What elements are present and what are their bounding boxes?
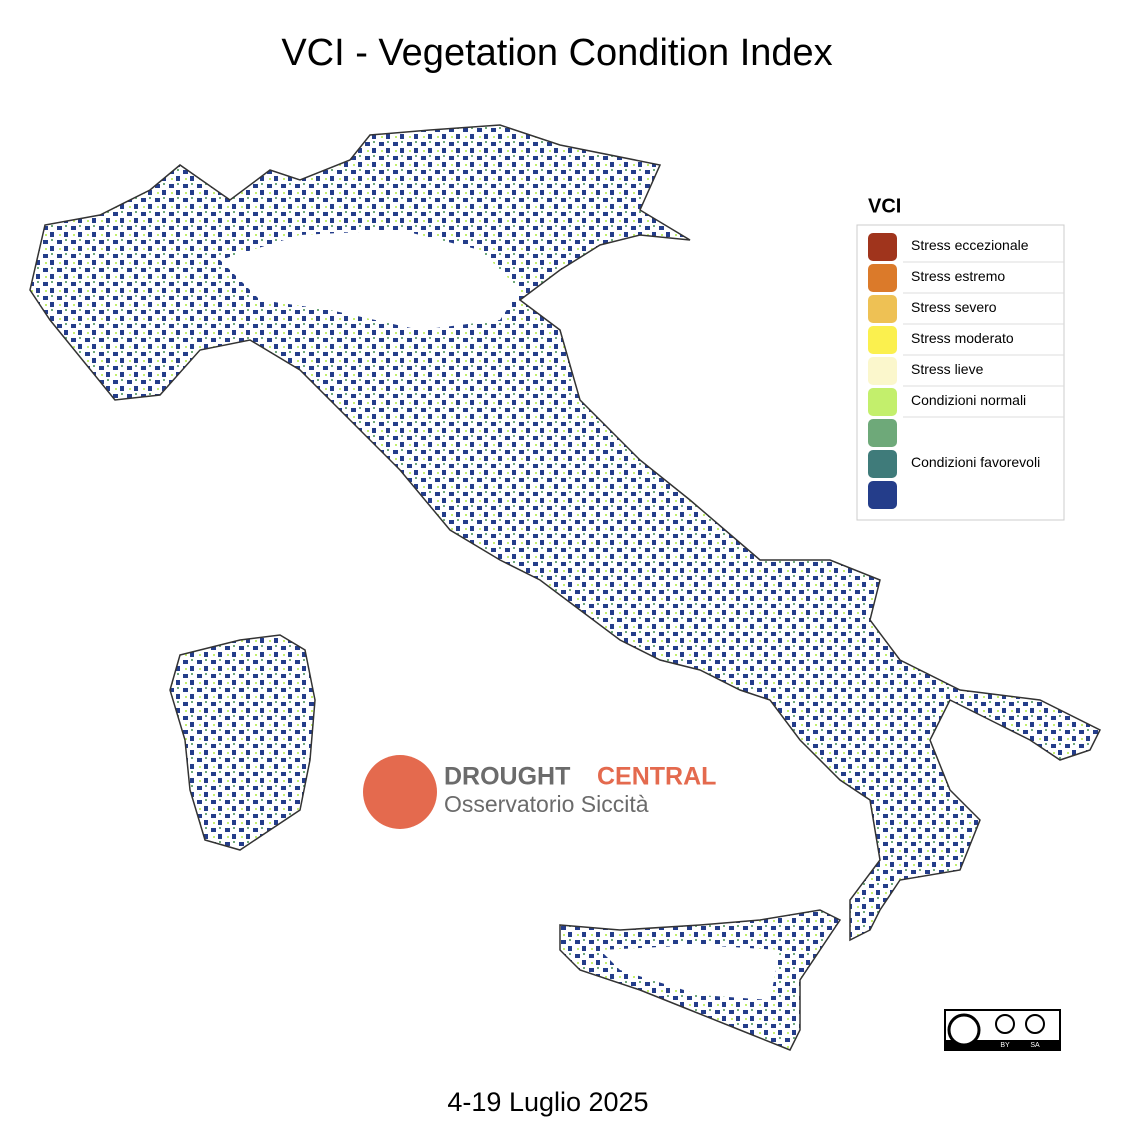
legend-label: Stress estremo xyxy=(911,268,1005,284)
date: 4-19 Luglio 2025 xyxy=(447,1087,648,1117)
legend-swatch xyxy=(868,388,897,416)
po-valley xyxy=(220,230,520,330)
legend-label: Stress lieve xyxy=(911,361,984,377)
mainland xyxy=(29,124,1102,942)
logo: DROUGHT CENTRAL Osservatorio Siccità xyxy=(363,755,716,829)
legend-swatch xyxy=(868,481,897,509)
logo-word2: CENTRAL xyxy=(597,763,716,791)
sa-label: SA xyxy=(1030,1042,1040,1049)
legend-label: Condizioni favorevoli xyxy=(911,454,1040,470)
badge-strip xyxy=(945,1040,1060,1050)
logo-subtitle: Osservatorio Siccità xyxy=(444,791,649,817)
legend-swatch xyxy=(868,357,897,385)
legend-label: Stress moderato xyxy=(911,330,1014,346)
legend-title: VCI xyxy=(868,195,901,217)
logo-circle xyxy=(363,755,437,829)
license-badge: BY SA xyxy=(944,1009,1061,1051)
legend-label: Condizioni normali xyxy=(911,392,1026,408)
map-title: VCI - Vegetation Condition Index xyxy=(281,32,832,74)
by-icon xyxy=(995,1014,1015,1034)
legend: VCI Stress eccezionale Stress estremo Stre… xyxy=(856,195,1065,521)
legend-swatch xyxy=(868,450,897,478)
legend-swatch xyxy=(868,264,897,292)
legend-swatch xyxy=(868,233,897,261)
legend-swatch xyxy=(868,326,897,354)
sa-icon xyxy=(1025,1014,1045,1034)
legend-swatch xyxy=(868,419,897,447)
sardinia xyxy=(169,634,316,851)
logo-word1: DROUGHT xyxy=(444,763,570,791)
cc-icon xyxy=(947,1013,981,1047)
land xyxy=(29,124,1102,1051)
legend-swatch xyxy=(868,295,897,323)
sicily-interior xyxy=(600,945,780,1000)
legend-label: Stress severo xyxy=(911,299,997,315)
legend-label: Stress eccezionale xyxy=(911,237,1029,253)
by-label: BY xyxy=(1000,1042,1010,1049)
